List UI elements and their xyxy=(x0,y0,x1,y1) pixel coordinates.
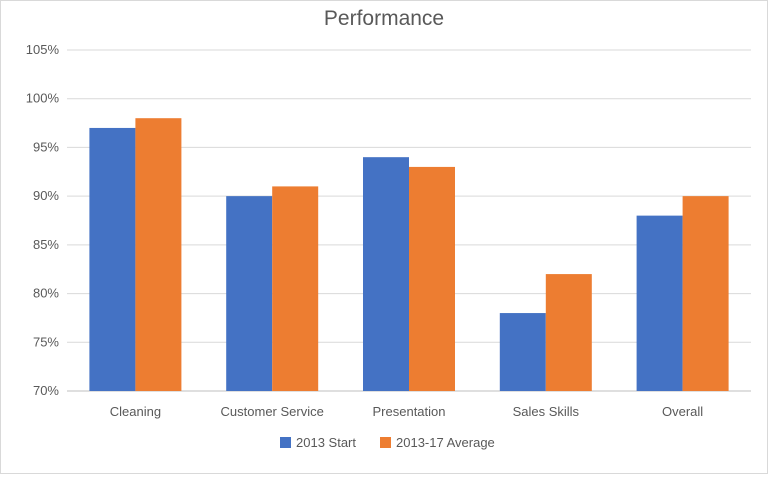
y-tick-label: 75% xyxy=(33,334,59,349)
legend: 2013 Start 2013-17 Average xyxy=(280,435,495,450)
bar-overall-series-1 xyxy=(636,215,683,391)
bar-presentation-series-1 xyxy=(363,157,409,391)
bar-presentation-series-2 xyxy=(409,166,455,391)
bar-sales-skills-series-1 xyxy=(499,313,546,391)
legend-swatch xyxy=(380,437,391,448)
bar-sales-skills-series-2 xyxy=(545,274,592,391)
y-axis-tick-labels: 70% 75% 80% 85% 90% 95% 100% 105% xyxy=(26,42,60,398)
y-tick-label: 100% xyxy=(26,91,60,106)
legend-swatch xyxy=(280,437,291,448)
x-category-label: Sales Skills xyxy=(513,404,580,419)
bar-cleaning-series-2 xyxy=(135,118,182,391)
x-category-label: Customer Service xyxy=(221,404,324,419)
y-tick-label: 105% xyxy=(26,42,60,57)
legend-label: 2013 Start xyxy=(296,435,356,450)
x-axis-category-labels: Cleaning Customer Service Presentation Sale… xyxy=(110,404,704,419)
bars xyxy=(89,118,729,391)
bar-customer-service-series-1 xyxy=(226,196,273,391)
y-tick-label: 95% xyxy=(33,139,59,154)
y-tick-label: 90% xyxy=(33,188,59,203)
y-tick-label: 80% xyxy=(33,286,59,301)
x-category-label: Cleaning xyxy=(110,404,161,419)
x-category-label: Overall xyxy=(662,404,703,419)
chart-title: Performance xyxy=(324,7,444,30)
bar-customer-service-series-2 xyxy=(272,186,319,391)
bar-overall-series-2 xyxy=(682,196,729,391)
bar-cleaning-series-1 xyxy=(89,127,136,391)
legend-label: 2013-17 Average xyxy=(396,435,495,450)
y-tick-label: 85% xyxy=(33,237,59,252)
x-category-label: Presentation xyxy=(373,404,446,419)
y-tick-label: 70% xyxy=(33,383,59,398)
